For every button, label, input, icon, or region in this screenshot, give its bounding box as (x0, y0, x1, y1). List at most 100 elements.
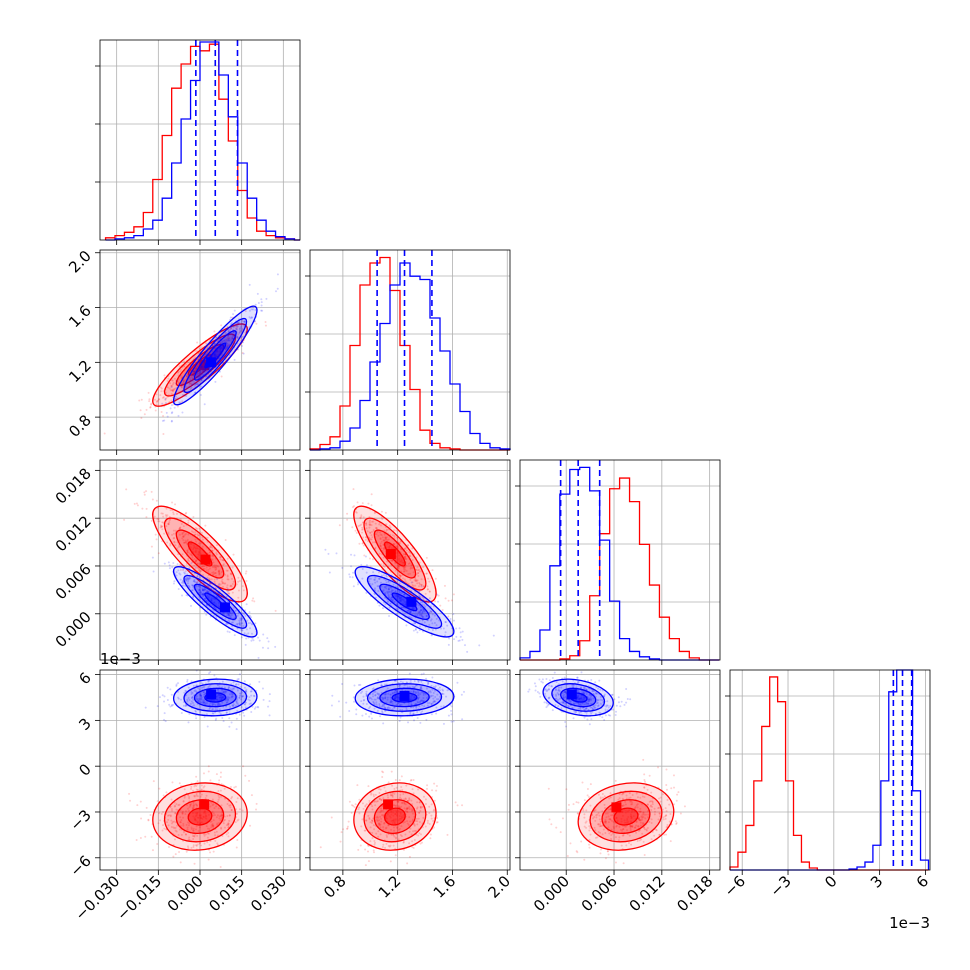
y-tick-label: 0.012 (52, 512, 95, 555)
sample-point (643, 813, 646, 816)
sample-point (182, 535, 185, 538)
sample-point (396, 814, 399, 817)
sample-point (165, 411, 168, 414)
sample-point (341, 682, 344, 685)
sample-point (421, 700, 424, 703)
sample-point (205, 599, 208, 602)
sample-point (450, 705, 453, 708)
sample-point (365, 591, 368, 594)
sample-point (236, 702, 239, 705)
sample-point (222, 563, 225, 566)
sample-point (179, 573, 182, 576)
sample-point (211, 798, 214, 801)
sample-point (248, 779, 251, 782)
sample-point (374, 698, 377, 701)
sample-point (235, 324, 238, 327)
sample-point (394, 562, 397, 565)
sample-point (217, 609, 220, 612)
sample-point (401, 598, 404, 601)
sample-point (191, 377, 194, 380)
sample-point (200, 385, 203, 388)
sample-point (216, 350, 219, 353)
sample-point (402, 593, 405, 596)
sample-point (205, 566, 208, 569)
sample-point (361, 502, 364, 505)
sample-point (394, 778, 397, 781)
sample-point (182, 824, 185, 827)
sample-point (361, 542, 364, 545)
sample-point (404, 547, 407, 550)
sample-point (376, 693, 379, 696)
sample-point (237, 596, 240, 599)
sample-point (414, 622, 417, 625)
sample-point (225, 623, 228, 626)
sample-point (376, 696, 379, 699)
sample-point (174, 395, 177, 398)
sample-point (609, 817, 612, 820)
sample-point (182, 541, 185, 544)
sample-point (165, 515, 168, 518)
sample-point (248, 611, 251, 614)
sample-point (411, 567, 414, 570)
sample-point (200, 694, 203, 697)
sample-point (254, 706, 257, 709)
sample-point (241, 351, 244, 354)
sample-point (442, 689, 445, 692)
sample-point (184, 833, 187, 836)
sample-point (193, 370, 196, 373)
sample-point (172, 513, 175, 516)
sample-point (339, 840, 342, 843)
sample-point (404, 580, 407, 583)
sample-point (218, 357, 221, 360)
sample-point (194, 531, 197, 534)
sample-point (252, 639, 255, 642)
sample-point (192, 354, 195, 357)
sample-point (386, 601, 389, 604)
sample-point (374, 793, 377, 796)
sample-point (419, 805, 422, 808)
sample-point (376, 819, 379, 822)
sample-point (432, 701, 435, 704)
sample-point (184, 704, 187, 707)
sample-point (331, 694, 334, 697)
sample-point (212, 606, 215, 609)
sample-point (372, 795, 375, 798)
sample-point (164, 402, 167, 405)
sample-point (420, 680, 423, 683)
sample-point (133, 502, 136, 505)
sample-point (174, 826, 177, 829)
sample-point (371, 831, 374, 834)
sample-point (254, 308, 257, 311)
density-contour (183, 574, 248, 629)
sample-point (384, 697, 387, 700)
sample-point (213, 807, 216, 810)
sample-point (390, 547, 393, 550)
sample-point (179, 816, 182, 819)
sample-point (195, 559, 198, 562)
sample-point (254, 303, 257, 306)
sample-point (422, 697, 425, 700)
sample-point (357, 848, 360, 851)
sample-point (214, 590, 217, 593)
sample-point (598, 825, 601, 828)
sample-point (376, 531, 379, 534)
sample-point (188, 577, 191, 580)
sample-point (390, 813, 393, 816)
sample-point (219, 775, 222, 778)
sample-point (210, 599, 213, 602)
sample-point (410, 808, 413, 811)
sample-point (409, 566, 412, 569)
sample-point (176, 405, 179, 408)
sample-point (441, 609, 444, 612)
sample-point (183, 365, 186, 368)
sample-point (230, 612, 233, 615)
sample-point (394, 812, 397, 815)
sample-point (206, 841, 209, 844)
sample-point (227, 578, 230, 581)
sample-point (415, 580, 418, 583)
sample-point (209, 578, 212, 581)
sample-point (196, 372, 199, 375)
sample-point (169, 509, 172, 512)
sample-point (419, 806, 422, 809)
sample-point (430, 803, 433, 806)
